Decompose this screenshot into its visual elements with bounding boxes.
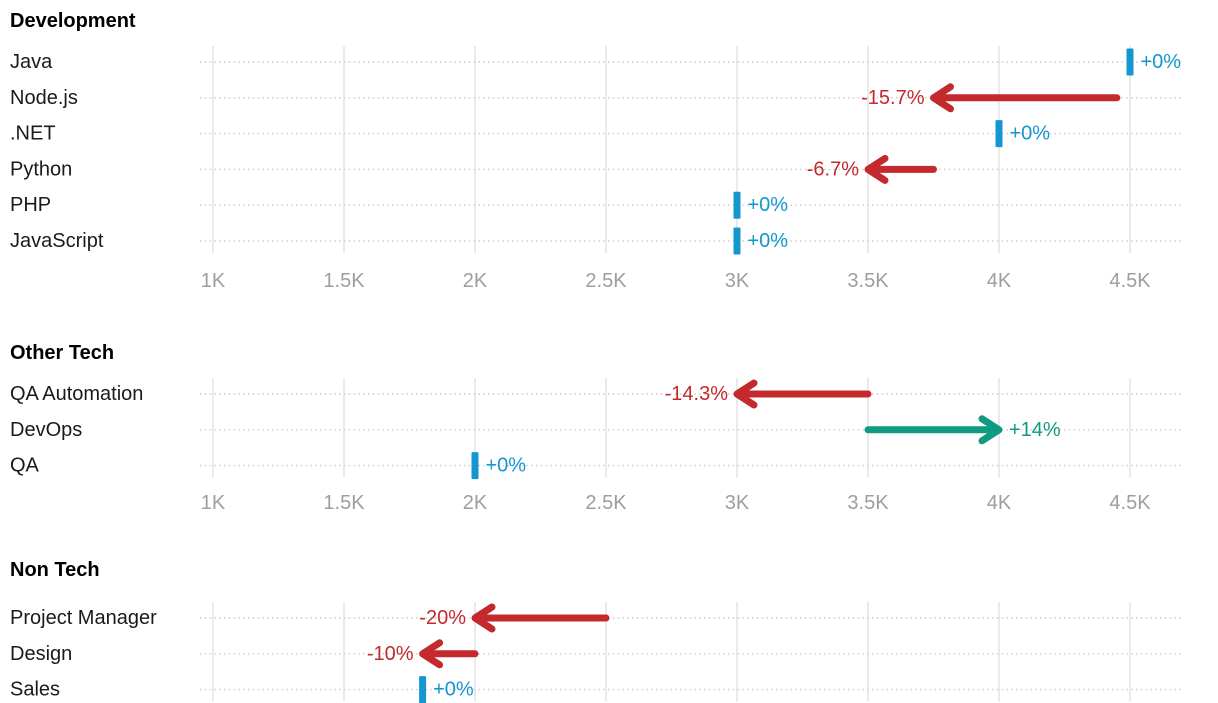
no-change-marker[interactable]	[1126, 48, 1134, 76]
axis-tick-label: 3K	[725, 492, 750, 514]
row-label: Python	[10, 158, 72, 180]
row-label: Design	[10, 643, 72, 665]
axis-tick-label: 1.5K	[323, 492, 365, 514]
change-label: -10%	[367, 643, 414, 665]
no-change-marker[interactable]	[733, 191, 741, 219]
row-label: Project Manager	[10, 607, 157, 629]
increase-arrowhead[interactable]	[978, 415, 1003, 445]
row-label: QA Automation	[10, 383, 143, 405]
decrease-arrowhead[interactable]	[419, 639, 444, 669]
row-label: QA	[10, 455, 40, 477]
no-change-marker[interactable]	[419, 676, 427, 703]
axis-tick-label: 2K	[463, 270, 488, 292]
axis-tick-label: 4K	[987, 492, 1012, 514]
row-label: DevOps	[10, 419, 82, 441]
axis-tick-label: 1K	[201, 270, 226, 292]
change-label: +0%	[1010, 123, 1051, 145]
axis-tick-label: 4.5K	[1109, 492, 1151, 514]
axis-tick-label: 1K	[201, 492, 226, 514]
change-label: +14%	[1009, 419, 1061, 441]
row-label: PHP	[10, 194, 51, 216]
section-header-development: Development	[10, 10, 136, 32]
no-change-marker[interactable]	[471, 452, 479, 480]
row-label: Sales	[10, 679, 60, 701]
section-header-other-tech: Other Tech	[10, 342, 115, 364]
row-label: Node.js	[10, 87, 78, 109]
axis-tick-label: 4K	[987, 270, 1012, 292]
change-label: -6.7%	[807, 158, 859, 180]
axis-tick-label: 3.5K	[847, 492, 889, 514]
row-label: Java	[10, 51, 53, 73]
change-label: +0%	[433, 679, 474, 701]
change-label: +0%	[748, 194, 789, 216]
decrease-arrowhead[interactable]	[864, 154, 889, 184]
axis-tick-label: 4.5K	[1109, 270, 1151, 292]
axis-tick-label: 2.5K	[585, 492, 627, 514]
axis-tick-label: 3.5K	[847, 270, 889, 292]
axis-tick-label: 2K	[463, 492, 488, 514]
change-label: -14.3%	[665, 383, 729, 405]
no-change-marker[interactable]	[733, 227, 741, 255]
row-label: JavaScript	[10, 230, 104, 252]
row-label: .NET	[10, 123, 56, 145]
decrease-arrowhead[interactable]	[733, 379, 758, 409]
change-label: -15.7%	[861, 87, 925, 109]
section-header-non-tech: Non Tech	[10, 559, 100, 581]
change-label: -20%	[419, 607, 466, 629]
no-change-marker[interactable]	[995, 120, 1003, 148]
axis-tick-label: 3K	[725, 270, 750, 292]
decrease-arrowhead[interactable]	[930, 83, 954, 113]
decrease-arrowhead[interactable]	[471, 603, 496, 633]
change-label: +0%	[1141, 51, 1182, 73]
axis-tick-label: 1.5K	[323, 270, 365, 292]
axis-tick-label: 2.5K	[585, 270, 627, 292]
change-label: +0%	[748, 230, 789, 252]
change-label: +0%	[486, 455, 527, 477]
